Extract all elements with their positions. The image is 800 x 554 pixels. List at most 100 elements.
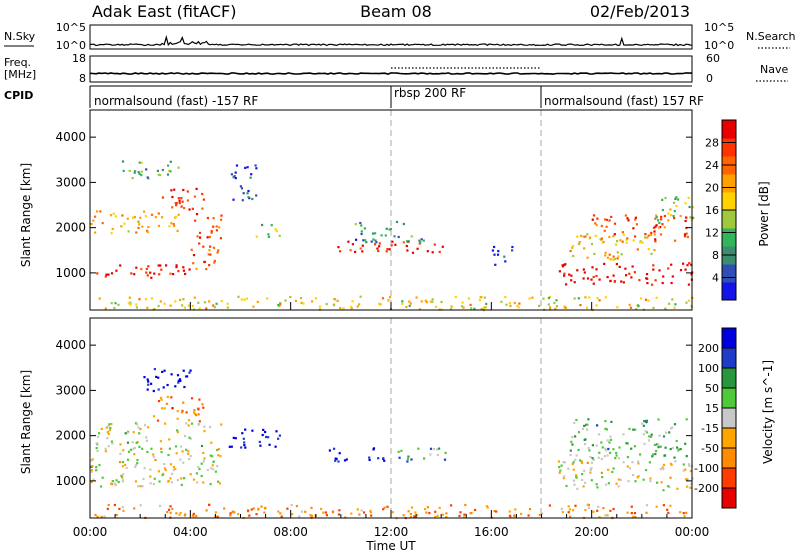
echo-cell — [208, 264, 211, 267]
echo-cell — [683, 233, 687, 236]
echo-cell — [409, 302, 412, 305]
echo-cell — [671, 446, 674, 450]
echo-cell — [310, 506, 313, 509]
echo-cell — [570, 279, 573, 282]
echo-cell — [170, 189, 173, 192]
echo-cell — [684, 219, 687, 223]
colorbar-tick-label: 28 — [705, 137, 719, 150]
echo-cell — [617, 255, 620, 258]
echo-cell — [604, 251, 607, 254]
cpid-label: CPID — [4, 89, 33, 102]
echo-cell — [668, 302, 671, 305]
echo-cell — [232, 198, 235, 201]
echo-cell — [407, 510, 410, 513]
echo-cell — [278, 305, 281, 308]
echo-cell — [683, 235, 687, 238]
echo-cell — [661, 466, 664, 469]
echo-cell — [607, 482, 610, 485]
echo-cell — [685, 216, 688, 219]
echo-cell — [569, 449, 572, 452]
echo-cell — [264, 430, 267, 434]
echo-cell — [109, 214, 113, 217]
echo-cell — [179, 458, 182, 461]
echo-cell — [672, 214, 675, 218]
echo-cell — [561, 265, 565, 268]
echo-cell — [581, 427, 584, 430]
echo-cell — [277, 303, 280, 307]
echo-cell — [692, 216, 695, 219]
echo-cell — [358, 303, 361, 306]
echo-cell — [568, 508, 571, 511]
echo-cell — [104, 275, 107, 278]
echo-cell — [405, 305, 408, 309]
echo-cell — [576, 235, 579, 238]
echo-cell — [626, 237, 629, 240]
echo-cell — [595, 268, 598, 271]
echo-cell — [217, 448, 221, 451]
echo-cell — [467, 297, 470, 300]
echo-cell — [586, 256, 589, 259]
velocity-yaxis: 1000 2000 3000 4000 — [55, 338, 692, 488]
echo-cell — [166, 383, 169, 387]
echo-cell — [570, 440, 573, 443]
echo-cell — [376, 247, 379, 250]
echo-cell — [364, 239, 367, 242]
echo-cell — [188, 208, 191, 211]
colorbar-tick-label: -200 — [694, 482, 719, 495]
echo-cell — [370, 240, 373, 243]
echo-cell — [683, 515, 686, 518]
echo-cell — [372, 232, 375, 235]
echo-cell — [628, 272, 631, 275]
echo-cell — [195, 515, 198, 518]
echo-cell — [654, 453, 657, 456]
echo-cell — [682, 262, 685, 265]
echo-cell — [244, 428, 247, 431]
echo-cell — [436, 453, 439, 457]
echo-cell — [418, 239, 421, 242]
echo-cell — [516, 304, 519, 307]
echo-cell — [424, 299, 427, 302]
colorbar-bin — [722, 264, 736, 283]
echo-cell — [132, 447, 135, 450]
echo-cell — [356, 305, 359, 308]
echo-cell — [171, 206, 174, 209]
echo-cell — [660, 218, 663, 221]
echo-cell — [410, 235, 413, 238]
echo-cell — [199, 236, 202, 239]
echo-cell — [649, 480, 652, 483]
colorbar-tick-label: 16 — [705, 204, 719, 217]
echo-cell — [249, 176, 252, 179]
echo-cell — [150, 276, 153, 279]
echo-cell — [616, 257, 619, 260]
echo-cell — [322, 511, 325, 514]
colorbar-tick-label: 20 — [705, 182, 719, 195]
echo-cell — [627, 219, 630, 222]
echo-cell — [387, 299, 390, 302]
echo-cell — [679, 511, 682, 514]
echo-cell — [182, 461, 185, 464]
echo-cell — [652, 226, 656, 229]
echo-cell — [132, 431, 135, 434]
echo-cell — [217, 454, 220, 457]
echo-cell — [600, 441, 603, 444]
echo-cell — [106, 437, 109, 440]
echo-cell — [121, 506, 124, 509]
echo-cell — [639, 241, 642, 244]
echo-cell — [161, 196, 164, 199]
echo-cell — [584, 438, 587, 441]
echo-cell — [682, 463, 685, 466]
echo-cell — [565, 484, 568, 488]
echo-cell — [181, 409, 184, 413]
echo-cell — [259, 444, 262, 447]
echo-cell — [145, 436, 148, 439]
colorbar-tick-label: -15 — [701, 422, 719, 435]
echo-cell — [309, 514, 312, 517]
echo-cell — [143, 210, 146, 213]
echo-cell — [461, 301, 464, 304]
echo-cell — [107, 503, 110, 507]
echo-cell — [92, 478, 95, 481]
y-tick-label: 3000 — [55, 383, 86, 397]
echo-cell — [397, 450, 400, 453]
colorbar-tick-label: 4 — [712, 272, 719, 285]
echo-cell — [449, 308, 453, 311]
